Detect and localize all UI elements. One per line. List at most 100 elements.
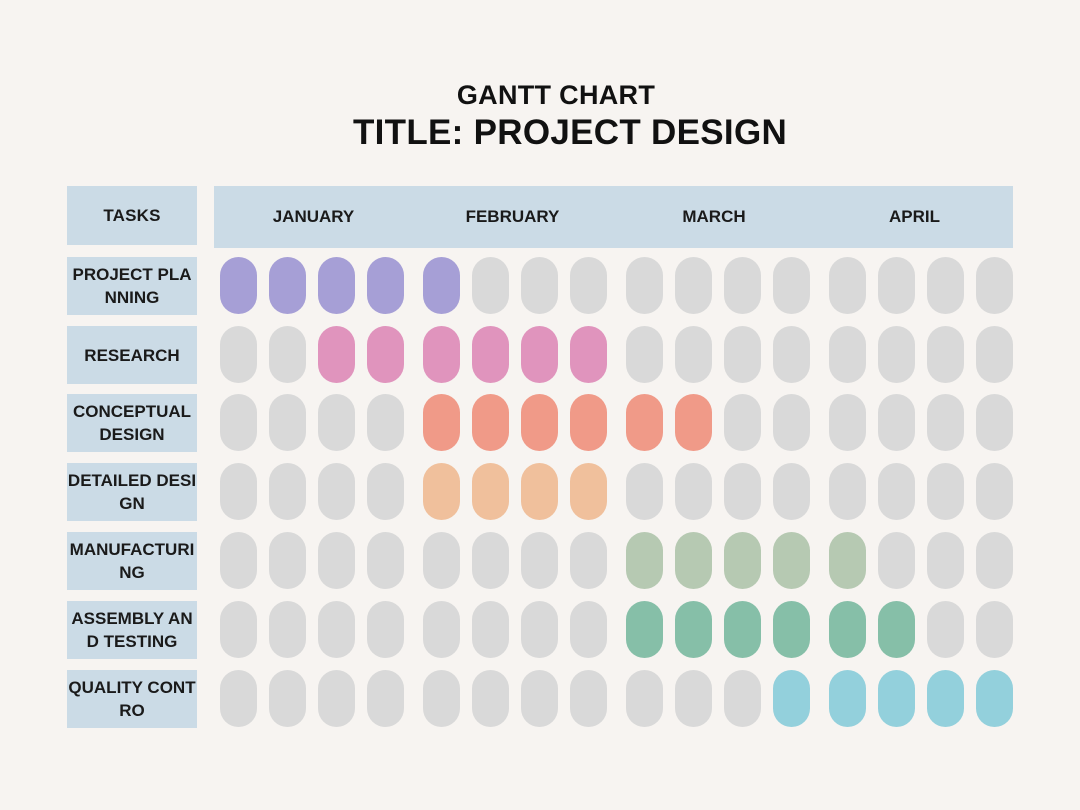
gantt-bar-segment: [976, 670, 1013, 727]
gantt-empty-slot: [220, 326, 257, 383]
task-label: ASSEMBLY AND TESTING: [67, 601, 197, 659]
gantt-empty-slot: [773, 463, 810, 520]
gantt-bar-segment: [521, 326, 558, 383]
gantt-empty-slot: [423, 532, 460, 589]
gantt-empty-slot: [927, 326, 964, 383]
task-label: RESEARCH: [67, 326, 197, 384]
gantt-empty-slot: [269, 532, 306, 589]
gantt-empty-slot: [976, 532, 1013, 589]
gantt-bar-segment: [318, 326, 355, 383]
task-label: QUALITY CONTRO: [67, 670, 197, 728]
gantt-bar-segment: [367, 257, 404, 314]
gantt-empty-slot: [521, 257, 558, 314]
gantt-empty-slot: [367, 394, 404, 451]
gantt-empty-slot: [927, 257, 964, 314]
gantt-empty-slot: [927, 601, 964, 658]
gantt-empty-slot: [570, 670, 607, 727]
gantt-empty-slot: [423, 601, 460, 658]
gantt-bar-segment: [675, 601, 712, 658]
gantt-bar-segment: [878, 670, 915, 727]
gantt-empty-slot: [976, 394, 1013, 451]
gantt-bar-segment: [423, 257, 460, 314]
gantt-empty-slot: [829, 326, 866, 383]
gantt-empty-slot: [724, 463, 761, 520]
chart-subtitle: GANTT CHART: [456, 80, 656, 110]
gantt-bar-segment: [829, 601, 866, 658]
gantt-empty-slot: [773, 326, 810, 383]
gantt-empty-slot: [773, 257, 810, 314]
gantt-empty-slot: [472, 601, 509, 658]
gantt-bar-segment: [472, 394, 509, 451]
month-label-april: APRIL: [889, 207, 940, 226]
gantt-empty-slot: [724, 670, 761, 727]
gantt-bar-segment: [521, 463, 558, 520]
gantt-empty-slot: [675, 463, 712, 520]
gantt-bar-segment: [472, 326, 509, 383]
gantt-empty-slot: [626, 463, 663, 520]
gantt-empty-slot: [318, 601, 355, 658]
gantt-empty-slot: [878, 257, 915, 314]
gantt-empty-slot: [675, 326, 712, 383]
gantt-bar-segment: [927, 670, 964, 727]
tasks-header: TASKS: [67, 186, 197, 245]
gantt-empty-slot: [724, 257, 761, 314]
gantt-bar-segment: [423, 394, 460, 451]
chart-title: TITLE: PROJECT DESIGN: [352, 113, 788, 152]
gantt-bar-segment: [318, 257, 355, 314]
gantt-empty-slot: [626, 257, 663, 314]
gantt-empty-slot: [220, 670, 257, 727]
gantt-bar-segment: [829, 532, 866, 589]
gantt-bar-segment: [626, 394, 663, 451]
gantt-bar-segment: [269, 257, 306, 314]
gantt-bar-segment: [423, 463, 460, 520]
gantt-bar-segment: [878, 601, 915, 658]
gantt-bar-segment: [367, 326, 404, 383]
gantt-bar-segment: [570, 394, 607, 451]
gantt-empty-slot: [269, 601, 306, 658]
month-label-february: FEBRUARY: [465, 207, 560, 226]
gantt-bar-segment: [724, 532, 761, 589]
gantt-empty-slot: [829, 257, 866, 314]
gantt-empty-slot: [878, 394, 915, 451]
gantt-empty-slot: [878, 532, 915, 589]
gantt-empty-slot: [773, 394, 810, 451]
gantt-empty-slot: [220, 601, 257, 658]
gantt-bar-segment: [675, 394, 712, 451]
gantt-bar-segment: [626, 601, 663, 658]
gantt-empty-slot: [423, 670, 460, 727]
task-label: DETAILED DESIGN: [67, 463, 197, 521]
gantt-empty-slot: [570, 601, 607, 658]
gantt-empty-slot: [626, 326, 663, 383]
gantt-empty-slot: [269, 326, 306, 383]
gantt-bar-segment: [570, 463, 607, 520]
gantt-empty-slot: [927, 463, 964, 520]
gantt-empty-slot: [269, 670, 306, 727]
gantt-empty-slot: [220, 463, 257, 520]
gantt-empty-slot: [675, 670, 712, 727]
gantt-empty-slot: [318, 532, 355, 589]
gantt-empty-slot: [472, 532, 509, 589]
gantt-bar-segment: [724, 601, 761, 658]
gantt-empty-slot: [269, 394, 306, 451]
gantt-empty-slot: [675, 257, 712, 314]
gantt-bar-segment: [675, 532, 712, 589]
gantt-empty-slot: [878, 463, 915, 520]
gantt-empty-slot: [318, 463, 355, 520]
gantt-bar-segment: [773, 532, 810, 589]
gantt-empty-slot: [521, 532, 558, 589]
gantt-bar-segment: [220, 257, 257, 314]
gantt-empty-slot: [367, 601, 404, 658]
gantt-empty-slot: [472, 257, 509, 314]
gantt-bar-segment: [773, 601, 810, 658]
gantt-empty-slot: [367, 670, 404, 727]
gantt-empty-slot: [927, 532, 964, 589]
task-label: PROJECT PLANNING: [67, 257, 197, 315]
month-label-january: JANUARY: [272, 207, 355, 226]
gantt-empty-slot: [367, 532, 404, 589]
task-label: CONCEPTUAL DESIGN: [67, 394, 197, 452]
gantt-empty-slot: [220, 532, 257, 589]
gantt-bar-segment: [521, 394, 558, 451]
gantt-empty-slot: [976, 257, 1013, 314]
gantt-bar-segment: [829, 670, 866, 727]
gantt-empty-slot: [269, 463, 306, 520]
